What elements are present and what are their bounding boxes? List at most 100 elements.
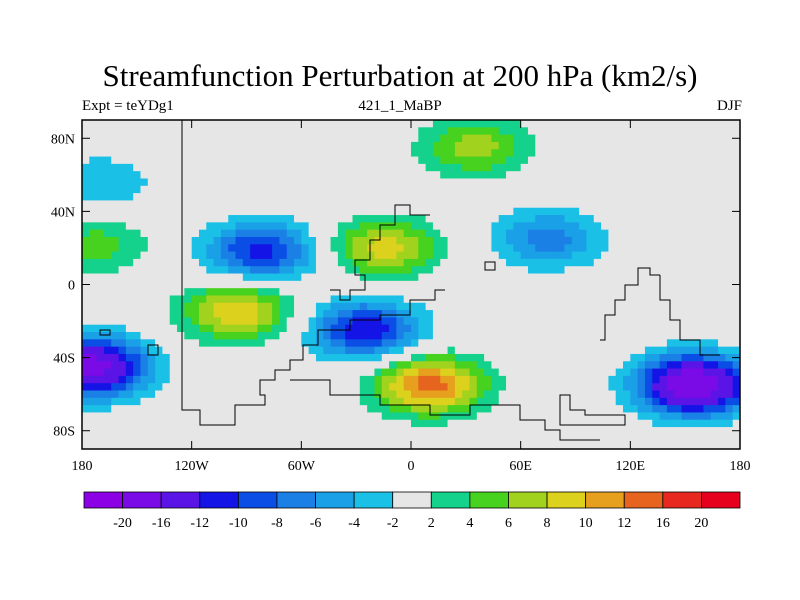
field-cell <box>710 302 719 311</box>
field-cell <box>513 412 522 421</box>
field-cell <box>308 434 317 443</box>
field-cell <box>352 273 361 282</box>
field-cell <box>579 346 587 355</box>
field-cell <box>506 419 514 428</box>
field-cell <box>184 375 193 384</box>
field-cell <box>125 229 134 238</box>
field-cell <box>89 251 98 260</box>
field-cell <box>169 127 178 136</box>
field-cell <box>411 251 419 260</box>
field-cell <box>286 163 295 172</box>
field-cell <box>323 441 331 450</box>
field-cell <box>345 434 353 443</box>
field-cell <box>198 361 207 369</box>
field-cell <box>301 171 310 179</box>
field-cell <box>89 171 98 179</box>
field-cell <box>162 317 171 326</box>
field-cell <box>242 405 251 413</box>
field-cell <box>374 324 383 333</box>
field-cell <box>498 324 507 333</box>
field-cell <box>155 368 163 377</box>
field-cell <box>447 236 456 245</box>
field-cell <box>593 120 602 128</box>
field-cell <box>564 390 573 399</box>
field-cell <box>396 375 405 384</box>
field-cell <box>725 405 734 413</box>
field-cell <box>542 412 551 421</box>
field-cell <box>301 120 310 128</box>
field-cell <box>323 383 331 391</box>
field-cell <box>469 346 478 355</box>
field-cell <box>549 397 558 406</box>
field-cell <box>315 288 324 296</box>
field-cell <box>681 397 690 406</box>
field-cell <box>506 236 514 245</box>
field-cell <box>425 390 434 399</box>
field-cell <box>703 258 712 267</box>
field-cell <box>96 397 105 406</box>
field-cell <box>564 412 573 421</box>
field-cell <box>367 127 375 136</box>
field-cell <box>206 178 214 187</box>
field-cell <box>315 127 324 136</box>
field-cell <box>644 127 653 136</box>
field-cell <box>432 215 441 223</box>
field-cell <box>476 397 485 406</box>
field-cell <box>162 324 171 333</box>
field-cell <box>133 317 141 326</box>
field-cell <box>403 236 412 245</box>
field-cell <box>220 324 229 333</box>
field-cell <box>520 156 529 165</box>
field-cell <box>177 156 185 165</box>
field-cell <box>462 332 470 340</box>
field-cell <box>674 178 682 187</box>
field-cell <box>403 273 412 282</box>
field-cell <box>118 141 127 150</box>
field-cell <box>294 434 302 443</box>
field-cell <box>82 412 90 421</box>
field-cell <box>542 171 551 179</box>
field-cell <box>718 200 726 209</box>
field-cell <box>432 120 441 128</box>
field-cell <box>579 361 587 369</box>
field-cell <box>688 324 697 333</box>
colorbar-label: -2 <box>387 516 399 531</box>
field-cell <box>103 156 112 165</box>
field-cell <box>133 156 141 165</box>
field-cell <box>315 258 324 267</box>
field-cell <box>198 310 207 318</box>
field-cell <box>527 280 536 289</box>
field-cell <box>462 207 470 216</box>
field-cell <box>206 207 214 216</box>
field-cell <box>476 339 485 348</box>
field-cell <box>389 375 397 384</box>
field-cell <box>389 295 397 304</box>
field-cell <box>513 375 522 384</box>
field-cell <box>96 120 105 128</box>
field-cell <box>359 120 368 128</box>
field-cell <box>564 156 573 165</box>
field-cell <box>462 171 470 179</box>
field-cell <box>89 163 98 172</box>
field-cell <box>396 295 405 304</box>
field-cell <box>637 207 646 216</box>
field-cell <box>264 178 273 187</box>
field-cell <box>608 383 617 391</box>
field-cell <box>198 200 207 209</box>
field-cell <box>593 266 602 274</box>
field-cell <box>169 397 178 406</box>
field-cell <box>623 273 631 282</box>
field-cell <box>527 368 536 377</box>
field-cell <box>725 280 734 289</box>
field-cell <box>491 178 500 187</box>
field-cell <box>133 383 141 391</box>
field-cell <box>308 441 317 450</box>
field-cell <box>279 156 288 165</box>
field-cell <box>411 266 419 274</box>
field-cell <box>301 397 310 406</box>
field-cell <box>89 317 98 326</box>
field-cell <box>389 251 397 260</box>
field-cell <box>476 171 485 179</box>
field-cell <box>403 332 412 340</box>
field-cell <box>330 163 339 172</box>
